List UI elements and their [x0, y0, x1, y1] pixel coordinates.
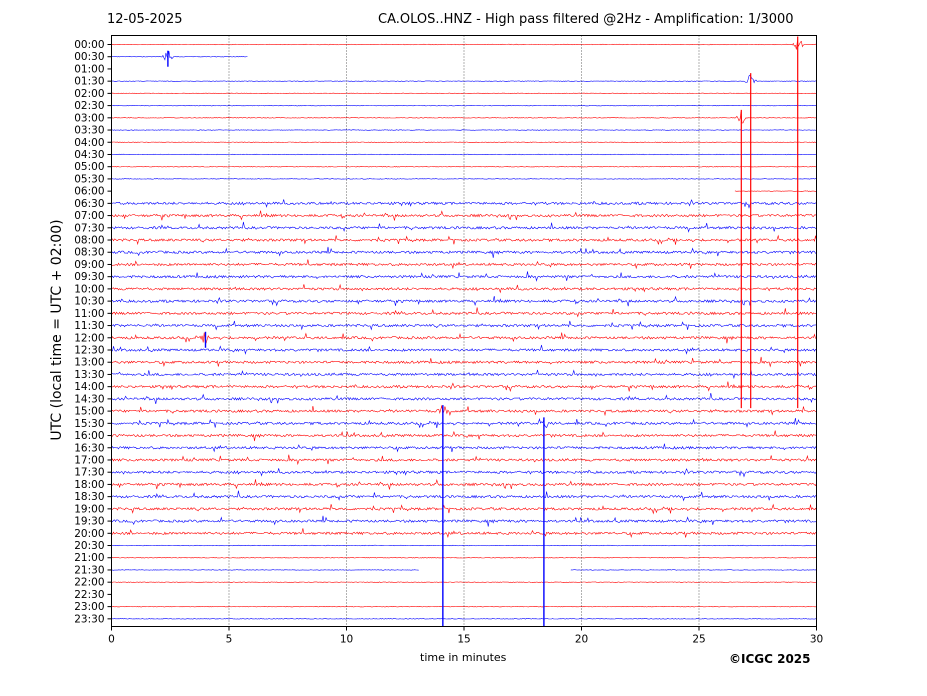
trace-row	[111, 178, 817, 180]
y-tick-label: 00:00	[74, 39, 104, 51]
y-tick-label: 01:30	[74, 76, 104, 88]
y-tick-label: 01:00	[74, 63, 104, 75]
y-tick-label: 12:00	[74, 332, 104, 344]
y-tick-label: 04:00	[74, 137, 104, 149]
y-tick-label: 16:30	[74, 442, 104, 454]
trace-row	[111, 166, 817, 168]
trace-row	[111, 381, 817, 393]
y-tick-label: 22:00	[74, 577, 104, 589]
trace-row	[111, 443, 817, 453]
x-tick-label: 10	[340, 634, 353, 646]
y-tick-label: 14:00	[74, 381, 104, 393]
y-tick-label: 09:00	[74, 259, 104, 271]
trace-row	[111, 528, 817, 539]
y-tick-label: 23:00	[74, 601, 104, 613]
y-tick-label: 15:00	[74, 406, 104, 418]
copyright-text: ©ICGC 2025	[729, 652, 811, 666]
y-tick-label: 16:00	[74, 430, 104, 442]
chart-title: CA.OLOS..HNZ - High pass filtered @2Hz -…	[378, 12, 794, 27]
y-axis-label: UTC (local time = UTC + 02:00)	[49, 219, 65, 441]
y-tick-label: 08:00	[74, 235, 104, 247]
y-tick-label: 00:30	[74, 51, 104, 63]
y-tick-label: 11:30	[74, 320, 104, 332]
x-axis: 0 5 10 15 20 25 30	[108, 626, 823, 646]
y-tick-label: 14:30	[74, 393, 104, 405]
trace-row	[111, 369, 817, 379]
y-tick-label: 15:30	[74, 418, 104, 430]
y-tick-label: 04:30	[74, 149, 104, 161]
grid-lines	[228, 35, 700, 627]
trace-row	[734, 190, 817, 192]
trace-row	[111, 153, 817, 156]
x-tick-label: 5	[226, 634, 233, 646]
trace-row	[111, 356, 817, 368]
y-tick-label: 23:30	[74, 613, 104, 625]
y-tick-label: 19:00	[74, 503, 104, 515]
y-tick-label: 10:30	[74, 296, 104, 308]
y-tick-label: 11:00	[74, 308, 104, 320]
y-tick-label: 07:00	[74, 210, 104, 222]
trace-row	[111, 141, 817, 143]
y-tick-label: 18:30	[74, 491, 104, 503]
y-tick-label: 05:00	[74, 161, 104, 173]
trace-row	[111, 129, 817, 131]
trace-row	[111, 51, 248, 61]
y-tick-label: 03:00	[74, 112, 104, 124]
y-tick-label: 09:30	[74, 271, 104, 283]
trace-row	[111, 344, 817, 355]
y-tick-label: 22:30	[74, 589, 104, 601]
y-tick-label: 07:30	[74, 222, 104, 234]
y-tick-label: 13:00	[74, 357, 104, 369]
y-tick-label: 18:00	[74, 479, 104, 491]
trace-row	[111, 479, 817, 490]
y-tick-label: 20:00	[74, 528, 104, 540]
x-tick-label: 0	[108, 634, 115, 646]
x-tick-label: 20	[575, 634, 588, 646]
y-tick-label: 02:00	[74, 88, 104, 100]
y-tick-label: 02:30	[74, 100, 104, 112]
y-tick-label: 20:30	[74, 540, 104, 552]
y-axis: 00:0000:3001:0001:3002:0002:3003:0003:30…	[74, 39, 112, 625]
y-tick-label: 21:30	[74, 564, 104, 576]
y-tick-label: 05:30	[74, 173, 104, 185]
trace-row	[111, 569, 817, 571]
x-axis-label: time in minutes	[420, 651, 507, 664]
trace-row	[111, 320, 817, 331]
chart-date: 12-05-2025	[107, 12, 183, 27]
seismic-traces	[111, 36, 817, 627]
y-tick-label: 17:30	[74, 467, 104, 479]
y-tick-label: 08:30	[74, 247, 104, 259]
trace-row	[111, 618, 817, 620]
plot-frame	[111, 35, 817, 627]
trace-row	[111, 111, 817, 124]
y-tick-label: 17:00	[74, 454, 104, 466]
y-tick-label: 13:30	[74, 369, 104, 381]
y-tick-label: 06:00	[74, 186, 104, 198]
trace-row	[111, 468, 817, 478]
y-tick-label: 19:30	[74, 516, 104, 528]
x-tick-label: 30	[810, 634, 823, 646]
trace-row	[111, 104, 817, 107]
trace-row	[111, 490, 817, 502]
y-tick-label: 10:00	[74, 283, 104, 295]
y-tick-label: 06:30	[74, 198, 104, 210]
trace-row	[111, 295, 817, 307]
x-tick-label: 15	[457, 634, 470, 646]
y-tick-label: 12:30	[74, 345, 104, 357]
trace-row	[111, 503, 817, 515]
trace-row	[111, 221, 817, 233]
x-tick-label: 25	[692, 634, 705, 646]
y-tick-label: 03:30	[74, 125, 104, 137]
y-tick-label: 21:00	[74, 552, 104, 564]
